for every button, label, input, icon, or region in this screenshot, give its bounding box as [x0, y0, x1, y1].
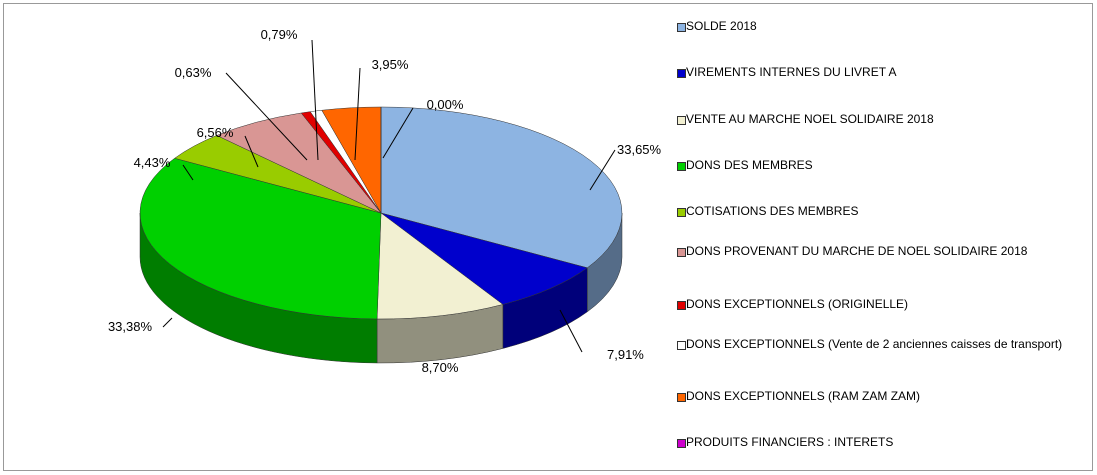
data-label: 7,91% — [607, 347, 644, 362]
leader-line — [182, 164, 194, 181]
legend-label: DONS PROVENANT DU MARCHE DE NOEL SOLIDAI… — [686, 244, 1028, 258]
slice — [380, 106, 623, 269]
data-label: 0,00% — [427, 97, 464, 112]
legend-swatch — [677, 23, 686, 32]
legend-label: DONS EXCEPTIONNELS (ORIGINELLE) — [686, 297, 909, 311]
data-label: 6,56% — [197, 125, 234, 140]
legend-label: SOLDE 2018 — [686, 19, 757, 33]
legend-label: DONS DES MEMBRES — [686, 158, 813, 172]
legend-label: COTISATIONS DES MEMBRES — [686, 204, 859, 218]
leader-line — [225, 72, 308, 161]
data-label: 33,65% — [617, 142, 662, 157]
legend-swatch — [677, 208, 686, 217]
legend-swatch — [677, 439, 686, 448]
leader-line — [559, 309, 583, 353]
legend-label: DONS EXCEPTIONNELS (RAM ZAM ZAM) — [686, 389, 921, 403]
legend-label: PRODUITS FINANCIERS : INTERETS — [686, 435, 894, 449]
data-label: 0,63% — [175, 65, 212, 80]
legend-swatch — [677, 162, 686, 171]
data-label: 0,79% — [261, 27, 298, 42]
slice — [376, 212, 504, 320]
leader-line — [311, 39, 319, 161]
legend-label: VENTE AU MARCHE NOEL SOLIDAIRE 2018 — [686, 112, 934, 126]
legend-swatch — [677, 301, 686, 310]
slice — [380, 212, 588, 305]
legend-swatch — [677, 341, 686, 350]
data-label: 8,70% — [422, 360, 459, 375]
leader-line — [162, 317, 173, 328]
legend-label: VIREMENTS INTERNES DU LIVRET A — [686, 65, 897, 79]
slice — [139, 157, 382, 320]
leader-line — [354, 67, 361, 161]
data-label: 33,38% — [108, 319, 153, 334]
leader-line — [244, 135, 259, 168]
data-label: 4,43% — [134, 155, 171, 170]
legend-swatch — [677, 248, 686, 257]
leader-line — [589, 149, 616, 191]
legend-swatch — [677, 116, 686, 125]
legend-label: DONS EXCEPTIONNELS (Vente de 2 anciennes… — [686, 337, 1063, 351]
leader-line — [382, 107, 414, 159]
legend-swatch — [677, 69, 686, 78]
data-label: 3,95% — [372, 57, 409, 72]
legend-swatch — [677, 393, 686, 402]
